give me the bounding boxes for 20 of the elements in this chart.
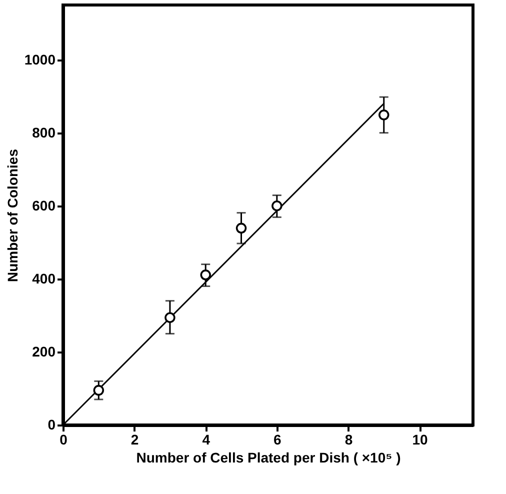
x-tick-label: 8: [344, 432, 353, 448]
y-tick-label: 1000: [24, 51, 56, 68]
point: [272, 200, 282, 212]
point: [200, 270, 211, 280]
y-tick-label: 800: [32, 124, 56, 140]
point: [164, 312, 176, 323]
y-tick-label: 200: [32, 343, 56, 360]
point: [93, 384, 104, 396]
x-tick-label: 2: [130, 432, 139, 448]
x-tick-label: 10: [412, 432, 428, 448]
y-axis-title: Number of Colonies: [4, 148, 20, 282]
x-tick-label: 4: [202, 432, 210, 448]
y-tick-label: 0: [48, 416, 56, 432]
x-axis-title: Number of Cells Plated per Dish ( ×10⁵ ): [136, 450, 401, 466]
y-tick-label: 400: [32, 270, 56, 286]
x-tick-label: 0: [60, 432, 68, 448]
y-tick-label: 600: [32, 197, 56, 214]
point: [378, 110, 390, 120]
point: [236, 222, 247, 234]
x-tick-label: 6: [274, 432, 282, 448]
